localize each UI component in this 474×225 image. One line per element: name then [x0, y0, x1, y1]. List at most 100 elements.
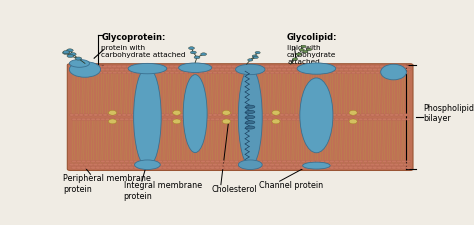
Ellipse shape: [302, 162, 330, 169]
Circle shape: [393, 65, 400, 68]
Circle shape: [264, 65, 271, 68]
Circle shape: [319, 166, 325, 169]
Circle shape: [179, 114, 184, 116]
Circle shape: [157, 166, 163, 169]
Circle shape: [105, 160, 110, 162]
Circle shape: [301, 68, 306, 71]
Circle shape: [363, 166, 368, 169]
Circle shape: [189, 72, 193, 74]
Circle shape: [394, 163, 399, 166]
Circle shape: [205, 68, 210, 71]
Circle shape: [241, 114, 246, 116]
Ellipse shape: [272, 110, 280, 115]
Circle shape: [189, 163, 194, 166]
Circle shape: [361, 114, 365, 116]
Circle shape: [172, 160, 177, 162]
Ellipse shape: [238, 160, 262, 169]
Ellipse shape: [128, 63, 167, 74]
Circle shape: [167, 118, 172, 120]
Circle shape: [72, 68, 77, 71]
Circle shape: [301, 118, 306, 120]
Circle shape: [93, 114, 98, 116]
Ellipse shape: [349, 119, 357, 124]
Circle shape: [398, 65, 404, 68]
Circle shape: [315, 160, 320, 162]
Ellipse shape: [109, 110, 117, 115]
Circle shape: [296, 166, 301, 169]
Circle shape: [403, 114, 409, 116]
Circle shape: [78, 65, 84, 68]
Circle shape: [82, 160, 86, 162]
Circle shape: [182, 118, 186, 120]
Circle shape: [160, 72, 165, 74]
Circle shape: [346, 72, 351, 74]
Circle shape: [382, 160, 387, 162]
Circle shape: [181, 166, 187, 169]
Circle shape: [237, 72, 241, 74]
Circle shape: [222, 65, 228, 68]
Circle shape: [401, 68, 406, 71]
Circle shape: [72, 160, 76, 162]
Circle shape: [88, 163, 93, 166]
Circle shape: [98, 65, 103, 68]
Circle shape: [387, 68, 392, 71]
Circle shape: [126, 65, 132, 68]
Circle shape: [141, 114, 146, 116]
Circle shape: [260, 65, 266, 68]
Circle shape: [346, 65, 352, 68]
Circle shape: [344, 68, 349, 71]
Circle shape: [358, 166, 364, 169]
Circle shape: [212, 163, 218, 166]
Circle shape: [320, 68, 325, 71]
Circle shape: [318, 72, 322, 74]
Circle shape: [225, 160, 229, 162]
Circle shape: [262, 166, 268, 169]
Circle shape: [117, 114, 122, 116]
Circle shape: [174, 65, 180, 68]
Circle shape: [85, 166, 91, 169]
Circle shape: [305, 68, 311, 71]
Circle shape: [318, 163, 323, 166]
Circle shape: [143, 166, 149, 169]
Circle shape: [172, 118, 177, 120]
Circle shape: [375, 163, 380, 166]
Circle shape: [208, 163, 213, 166]
Circle shape: [160, 65, 165, 68]
Circle shape: [195, 166, 201, 169]
Ellipse shape: [222, 110, 230, 115]
Circle shape: [377, 118, 382, 120]
Circle shape: [69, 72, 74, 74]
Circle shape: [253, 166, 258, 169]
Circle shape: [334, 68, 339, 71]
Circle shape: [401, 166, 407, 169]
Circle shape: [308, 114, 313, 116]
Circle shape: [69, 114, 74, 116]
Circle shape: [67, 54, 73, 58]
Circle shape: [291, 68, 296, 71]
Circle shape: [301, 160, 306, 162]
Circle shape: [236, 163, 242, 166]
Circle shape: [98, 163, 103, 166]
Circle shape: [260, 114, 265, 116]
Circle shape: [196, 118, 201, 120]
Circle shape: [341, 114, 346, 116]
Circle shape: [193, 163, 199, 166]
Circle shape: [165, 114, 170, 116]
Circle shape: [89, 72, 93, 74]
Circle shape: [110, 118, 115, 120]
Circle shape: [162, 68, 167, 71]
Circle shape: [392, 160, 396, 162]
Circle shape: [134, 118, 139, 120]
Circle shape: [193, 65, 199, 68]
Circle shape: [399, 72, 403, 74]
Circle shape: [251, 114, 255, 116]
Circle shape: [225, 118, 229, 120]
Circle shape: [389, 72, 394, 74]
Circle shape: [201, 118, 206, 120]
Circle shape: [397, 160, 401, 162]
Circle shape: [83, 163, 89, 166]
Circle shape: [292, 118, 296, 120]
Circle shape: [127, 72, 131, 74]
Circle shape: [253, 56, 258, 58]
Circle shape: [354, 118, 358, 120]
